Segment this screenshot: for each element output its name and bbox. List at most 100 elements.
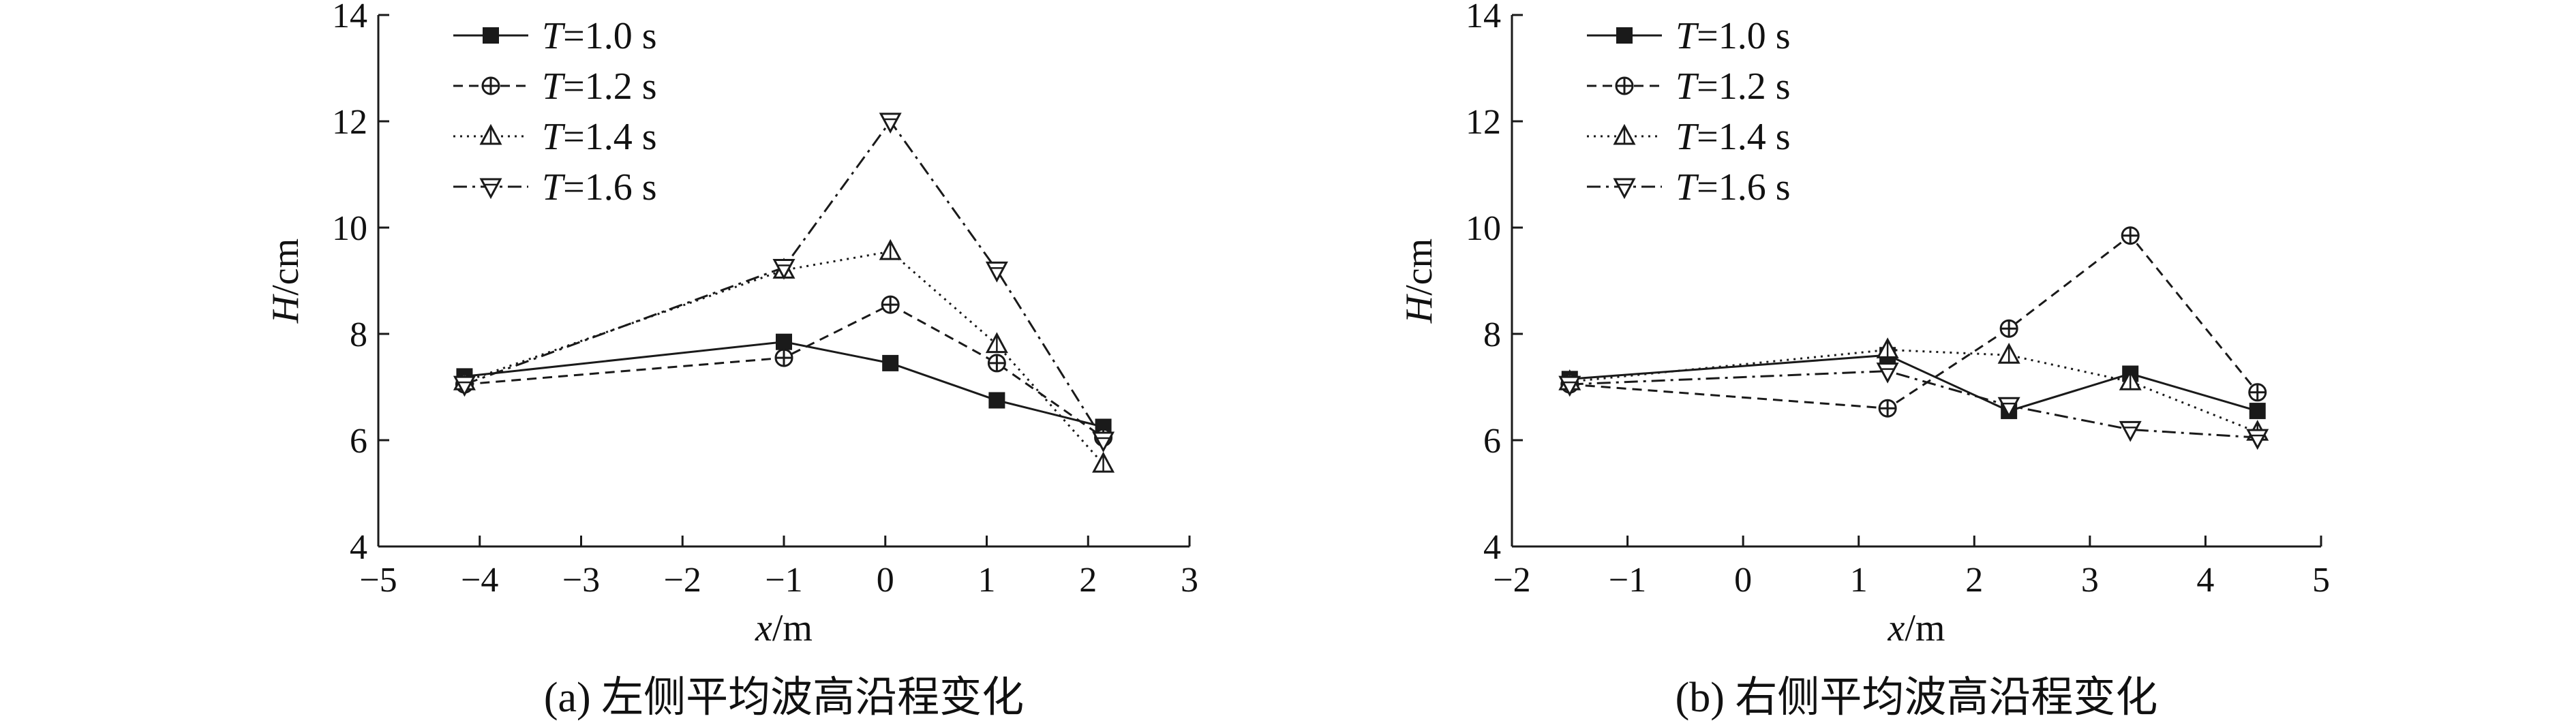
x-tick-label: 1 bbox=[978, 561, 996, 600]
legend-item: T=1.0 s bbox=[453, 15, 657, 57]
data-point bbox=[2248, 383, 2267, 402]
legend-marker bbox=[1613, 178, 1636, 200]
y-tick-label: 10 bbox=[332, 209, 367, 248]
data-point bbox=[881, 295, 900, 314]
x-tick-label: −3 bbox=[562, 561, 600, 600]
data-point-shape bbox=[879, 112, 902, 134]
series-line bbox=[1569, 234, 2258, 410]
data-point-shape bbox=[1997, 397, 2020, 418]
data-point bbox=[2119, 369, 2142, 390]
data-point-shape bbox=[453, 375, 476, 397]
legend-value: =1.2 s bbox=[1697, 65, 1790, 108]
data-point bbox=[1558, 375, 1581, 397]
legend-var: T bbox=[1676, 166, 1699, 209]
legend-marker bbox=[1616, 27, 1633, 44]
legend-label: T=1.6 s bbox=[542, 166, 657, 209]
x-tick-label: −2 bbox=[664, 561, 701, 600]
legend-label: T=1.6 s bbox=[1676, 166, 1791, 209]
y-axis-title-var: H bbox=[264, 294, 307, 324]
series-3 bbox=[1558, 337, 2269, 441]
data-point bbox=[1092, 431, 1115, 453]
y-tick-label: 12 bbox=[332, 103, 367, 142]
legend-var: T bbox=[542, 166, 566, 209]
x-axis-title-var: x bbox=[755, 607, 772, 649]
y-tick-label: 4 bbox=[350, 528, 367, 567]
series-2 bbox=[1560, 226, 2267, 418]
legend-value: =1.4 s bbox=[563, 116, 656, 158]
legend-label: T=1.0 s bbox=[1676, 15, 1791, 57]
x-axis-title: x/m bbox=[755, 607, 813, 649]
y-axis-title: H/cm bbox=[264, 238, 307, 324]
legend-label: T=1.2 s bbox=[542, 65, 657, 108]
legend-item: T=1.4 s bbox=[1587, 116, 1791, 158]
data-point-shape bbox=[985, 261, 1008, 283]
x-tick-label: −1 bbox=[765, 561, 802, 600]
y-axis-title-var: H bbox=[1398, 294, 1440, 324]
data-point bbox=[2246, 429, 2269, 450]
data-point-shape bbox=[2119, 420, 2142, 442]
data-point bbox=[985, 261, 1008, 283]
y-axis-title-unit: /cm bbox=[1398, 238, 1440, 296]
y-tick-label: 6 bbox=[1483, 422, 1501, 461]
legend-var: T bbox=[542, 116, 566, 158]
legend-item: T=1.6 s bbox=[453, 166, 657, 209]
y-tick-label: 4 bbox=[1483, 528, 1501, 567]
legend-item: T=1.2 s bbox=[453, 65, 657, 108]
data-point-shape bbox=[1558, 375, 1581, 397]
series-2 bbox=[455, 295, 1113, 447]
data-point bbox=[1876, 337, 1899, 358]
series-4 bbox=[453, 112, 1115, 453]
x-tick-label: 0 bbox=[1734, 561, 1752, 600]
series-line bbox=[464, 303, 1104, 439]
panel-caption: (b) 右侧平均波高沿程变化 bbox=[1676, 675, 2158, 721]
y-tick-label: 10 bbox=[1466, 209, 1501, 248]
legend-marker bbox=[481, 76, 500, 95]
data-point bbox=[879, 238, 902, 260]
series-1 bbox=[1561, 347, 2266, 420]
y-axis-title: H/cm bbox=[1398, 238, 1440, 324]
legend-value: =1.6 s bbox=[1697, 166, 1790, 209]
x-tick-label: 0 bbox=[877, 561, 894, 600]
legend-marker-shape bbox=[1613, 178, 1636, 200]
x-tick-label: 5 bbox=[2312, 561, 2330, 600]
x-tick-label: 1 bbox=[1850, 561, 1868, 600]
legend-item: T=1.2 s bbox=[1587, 65, 1791, 108]
data-point bbox=[2119, 420, 2142, 442]
legend-label: T=1.4 s bbox=[1676, 116, 1791, 158]
legend-item: T=1.6 s bbox=[1587, 166, 1791, 209]
legend-var: T bbox=[542, 15, 566, 57]
legend-label: T=1.4 s bbox=[542, 116, 657, 158]
legend-var: T bbox=[1676, 15, 1699, 57]
x-tick-label: 2 bbox=[1965, 561, 1983, 600]
data-point bbox=[1997, 397, 2020, 418]
legend-value: =1.2 s bbox=[563, 65, 656, 108]
x-tick-label: −5 bbox=[359, 561, 397, 600]
data-point-shape bbox=[772, 259, 795, 280]
panel-caption: (a) 左侧平均波高沿程变化 bbox=[544, 675, 1024, 721]
series-4 bbox=[1558, 362, 2269, 450]
legend-marker bbox=[1613, 123, 1636, 145]
data-point bbox=[1878, 399, 1897, 418]
x-axis-title-unit: /m bbox=[772, 607, 813, 649]
data-point bbox=[1997, 343, 2020, 364]
data-point-shape bbox=[2246, 429, 2269, 450]
data-point bbox=[987, 354, 1006, 373]
data-point-shape bbox=[1876, 362, 1899, 384]
legend-item: T=1.0 s bbox=[1587, 15, 1791, 57]
data-point bbox=[1999, 319, 2018, 338]
x-tick-label: 3 bbox=[1181, 561, 1198, 600]
legend-marker bbox=[1615, 76, 1634, 95]
legend: T=1.0 sT=1.2 sT=1.4 sT=1.6 s bbox=[453, 15, 657, 209]
legend-var: T bbox=[1676, 116, 1699, 158]
x-axis-title: x/m bbox=[1888, 607, 1945, 649]
data-point bbox=[882, 354, 899, 371]
y-tick-label: 14 bbox=[1466, 0, 1501, 35]
series-line bbox=[1569, 348, 2258, 433]
legend-value: =1.6 s bbox=[563, 166, 656, 209]
legend: T=1.0 sT=1.2 sT=1.4 sT=1.6 s bbox=[1587, 15, 1791, 209]
x-tick-label: 4 bbox=[2196, 561, 2214, 600]
data-point bbox=[774, 348, 793, 367]
legend-var: T bbox=[1676, 65, 1699, 108]
legend-label: T=1.2 s bbox=[1676, 65, 1791, 108]
